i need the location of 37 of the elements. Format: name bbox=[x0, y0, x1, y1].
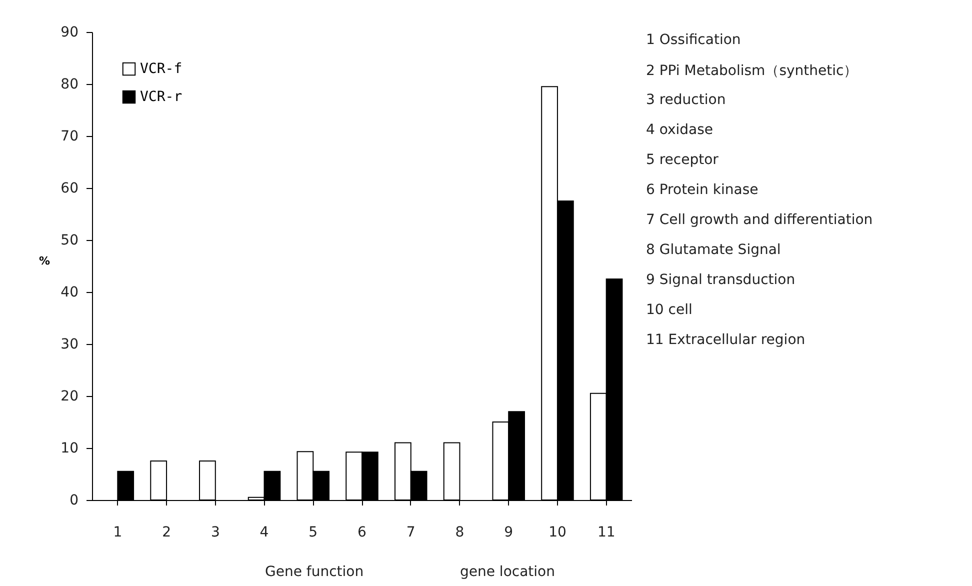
x-tick-label: 6 bbox=[358, 524, 367, 540]
y-tick-label: 20 bbox=[60, 388, 78, 404]
y-axis-title: % bbox=[38, 254, 50, 268]
x-tick-label: 1 bbox=[113, 524, 122, 540]
y-tick-label: 60 bbox=[60, 180, 78, 196]
text: 11 Extracellular region bbox=[646, 332, 806, 350]
text: 1 Ossification bbox=[646, 32, 742, 50]
text: 4 oxidase bbox=[646, 122, 714, 140]
x-tick-label: 8 bbox=[455, 524, 464, 540]
x-tick-label: 4 bbox=[260, 524, 269, 540]
x-tick-label: 3 bbox=[210, 524, 220, 540]
y-tick-label: 0 bbox=[70, 492, 78, 508]
legend-label: VCR-f bbox=[140, 61, 182, 77]
y-tick-label: 30 bbox=[60, 336, 78, 352]
y-tick-label: 40 bbox=[60, 284, 78, 300]
text: 5 receptor bbox=[646, 152, 720, 170]
y-tick-label: 70 bbox=[60, 128, 78, 144]
x-tick-label: 7 bbox=[406, 524, 416, 540]
x-tick-label: 5 bbox=[308, 524, 318, 540]
text: 2 PPi Metabolism（synthetic） bbox=[646, 62, 859, 81]
legend-label: VCR-r bbox=[140, 89, 182, 105]
text: Gene function bbox=[265, 564, 364, 580]
text: 3 reduction bbox=[646, 92, 727, 110]
text: 9 Signal transduction bbox=[646, 272, 796, 290]
text: gene location bbox=[460, 564, 555, 580]
y-tick-label: 10 bbox=[60, 440, 78, 456]
x-tick-label: 10 bbox=[548, 524, 566, 540]
x-tick-label: 11 bbox=[597, 524, 616, 540]
y-tick-label: 90 bbox=[60, 24, 78, 40]
x-tick-label: 2 bbox=[162, 524, 171, 540]
text: 6 Protein kinase bbox=[646, 182, 760, 200]
text: 7 Cell growth and differentiation bbox=[646, 212, 873, 230]
text: 8 Glutamate Signal bbox=[646, 242, 782, 260]
text: 10 cell bbox=[646, 302, 694, 320]
y-tick-label: 80 bbox=[60, 76, 78, 92]
y-tick-label: 50 bbox=[60, 232, 78, 248]
x-tick-label: 9 bbox=[504, 524, 514, 540]
